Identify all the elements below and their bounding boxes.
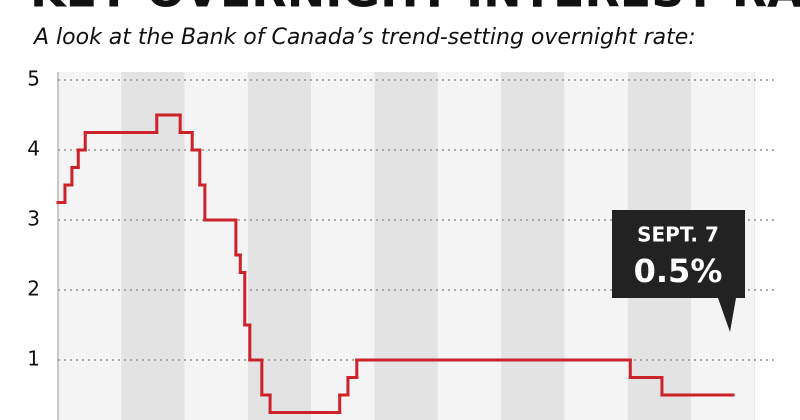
chart-subtitle: A look at the Bank of Canada’s trend-set…: [32, 25, 696, 50]
y-tick-label: 1: [27, 347, 40, 371]
year-band: [374, 72, 438, 420]
annotation-date: SEPT. 7: [637, 223, 719, 247]
year-band: [121, 72, 185, 420]
annotation-value: 0.5%: [634, 252, 723, 290]
chart-title: KEY OVERNIGHT INTEREST RATE: [30, 0, 800, 18]
rate-line: [56, 113, 735, 414]
y-tick-label: 2: [27, 277, 40, 301]
year-band: [311, 72, 375, 420]
end-point: [731, 393, 735, 397]
annotation-box: [612, 210, 745, 332]
year-band: [58, 72, 122, 420]
y-tick-label: 4: [27, 137, 40, 161]
year-band: [501, 72, 565, 420]
year-bands: [58, 72, 755, 420]
y-tick-label: 5: [27, 67, 40, 91]
year-band: [754, 72, 755, 420]
annotation: SEPT. 7 0.5%: [612, 210, 745, 332]
y-tick-label: 3: [27, 207, 40, 231]
year-band: [184, 72, 248, 420]
year-band: [437, 72, 502, 420]
year-band: [247, 72, 312, 420]
